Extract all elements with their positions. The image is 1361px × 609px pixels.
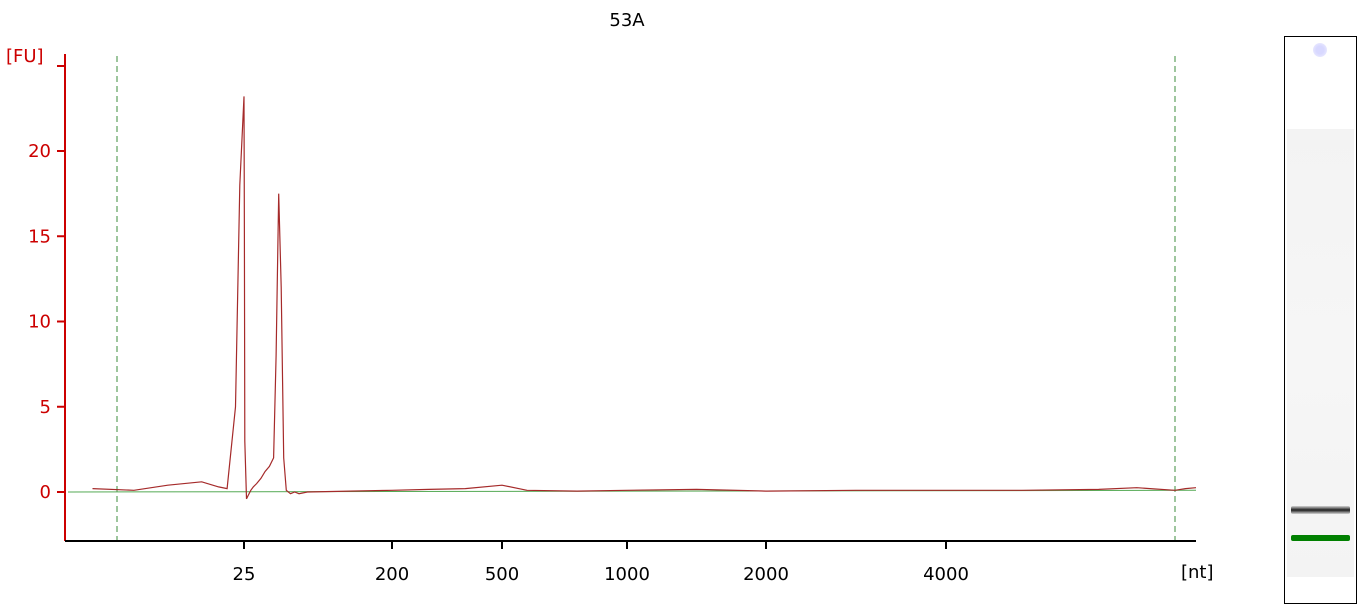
- gel-image: [1284, 36, 1357, 604]
- chart-title: 53A: [609, 10, 645, 31]
- x-tick-label: 500: [485, 564, 519, 585]
- y-tick-label: 10: [28, 312, 51, 333]
- y-tick-label: 15: [28, 226, 51, 247]
- gel-marker-band: [1291, 534, 1350, 541]
- gel-well-spot: [1313, 43, 1327, 57]
- x-tick-label: 200: [375, 564, 409, 585]
- electropherogram-chart: 53A [FU] [nt] 0 5 10 15 20 25 200 500 1000 2000 4…: [6, 10, 1214, 585]
- x-tick-label: 2000: [743, 564, 789, 585]
- y-tick-label: 20: [28, 141, 51, 162]
- x-axis-unit-label: [nt]: [1181, 562, 1214, 583]
- y-tick-label: 5: [40, 397, 51, 418]
- gel-band: [1291, 506, 1350, 515]
- y-tick-label: 0: [40, 482, 51, 503]
- x-tick-label: 1000: [604, 564, 650, 585]
- trace-line: [92, 96, 1197, 500]
- x-tick-label: 4000: [923, 564, 969, 585]
- y-axis-unit-label: [FU]: [6, 46, 44, 67]
- gel-lane: [1287, 129, 1354, 577]
- x-tick-label: 25: [233, 564, 256, 585]
